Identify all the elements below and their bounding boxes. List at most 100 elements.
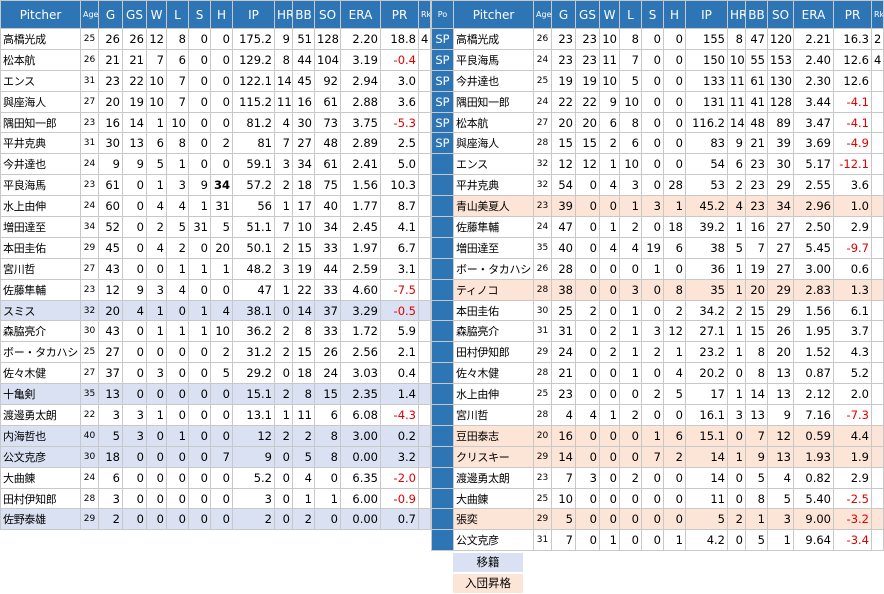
cell: 20 <box>575 111 600 134</box>
cell: 0 <box>641 529 664 552</box>
cell: 5 <box>166 216 189 238</box>
cell: 2 <box>292 508 315 531</box>
cell: 4.3 <box>833 341 872 364</box>
row: 大曲錬 25 10 0 0 0 0 0 11 0 8 5 5.40 -2.5 <box>431 487 884 510</box>
cell: 18 <box>292 174 315 197</box>
cell: 2 <box>274 236 293 259</box>
cell: 1.95 <box>793 320 834 343</box>
cell: 3 <box>122 404 147 426</box>
cell: 27 <box>292 132 315 155</box>
cell: 2 <box>619 404 642 426</box>
cell: 0 <box>727 487 746 510</box>
cell: 5.9 <box>380 320 419 343</box>
cell <box>431 466 454 489</box>
header-cell: L <box>619 0 642 29</box>
cell: 4.4 <box>833 424 872 447</box>
cell: 0 <box>619 445 642 468</box>
cell: 6 <box>619 132 642 155</box>
cell <box>418 132 431 155</box>
cell: 2 <box>274 424 293 447</box>
cell: 0 <box>122 174 147 197</box>
cell: 51 <box>292 28 315 50</box>
cell: 10 <box>292 216 315 238</box>
cell: 9 <box>767 404 794 426</box>
cell: -12.1 <box>833 153 872 176</box>
cell: 1.93 <box>793 445 834 468</box>
cell: 60 <box>98 195 123 218</box>
row: スミス 32 20 4 1 0 1 4 38.1 0 14 37 3.29 -0.5 <box>0 299 431 322</box>
cell: 2 <box>274 383 293 406</box>
cell: 36 <box>685 257 728 280</box>
cell: 34 <box>80 216 99 238</box>
cell: 20.2 <box>685 362 728 385</box>
header-cell: Age <box>80 0 99 29</box>
cell <box>871 216 884 238</box>
cell: 23 <box>745 174 768 197</box>
row: ティノコ 28 38 0 0 3 0 8 35 1 20 29 2.83 1.3 <box>431 278 884 301</box>
cell: 13 <box>122 132 147 155</box>
header-cell: ERA <box>793 0 834 29</box>
row: 平良海馬 23 61 0 1 3 9 34 57.2 2 18 75 1.56 10.3 <box>0 174 431 197</box>
cell: 1 <box>146 320 167 343</box>
cell: 2.30 <box>793 69 834 92</box>
cell: 61 <box>745 69 768 92</box>
cell <box>431 529 454 552</box>
cell: 8 <box>745 487 768 510</box>
row: エンス 32 12 12 1 10 0 0 54 6 23 30 5.17 -12.1 <box>431 153 884 176</box>
cell: 水上由伸 <box>0 195 81 218</box>
cell: 128 <box>767 90 794 113</box>
cell: 19 <box>745 257 768 280</box>
cell: 1 <box>641 424 664 447</box>
cell: 0 <box>122 257 147 280</box>
cell: 23 <box>551 28 576 50</box>
cell: 15 <box>314 383 341 406</box>
cell: 0 <box>641 132 664 155</box>
cell: 130 <box>767 69 794 92</box>
cell: 1 <box>727 216 746 238</box>
cell: 0 <box>210 69 233 92</box>
cell: 61 <box>314 90 341 113</box>
row: SP 隅田知一郎 24 22 22 9 10 0 0 131 11 41 128 3.44 -4.1 <box>431 90 884 113</box>
header-cell: Rk <box>871 0 884 29</box>
cell: 11 <box>727 69 746 92</box>
cell: 5 <box>663 383 686 406</box>
cell: 0 <box>641 487 664 510</box>
cell: 5.17 <box>793 153 834 176</box>
cell: 54 <box>551 174 576 197</box>
cell: 平良海馬 <box>0 174 81 197</box>
cell: 5 <box>551 508 576 531</box>
cell: 2.1 <box>380 341 419 364</box>
cell: 1.77 <box>340 195 381 218</box>
cell: 30 <box>533 299 552 322</box>
cell: 1 <box>727 383 746 406</box>
cell: 24 <box>80 153 99 176</box>
cell: 7 <box>745 424 768 447</box>
cell: 23 <box>551 48 576 71</box>
cell: 26 <box>98 28 123 50</box>
cell: 26 <box>533 28 552 50</box>
cell: 1 <box>314 487 341 510</box>
cell: 30 <box>767 153 794 176</box>
cell: 1 <box>619 362 642 385</box>
cell: 本田圭佑 <box>0 236 81 259</box>
cell: -4.9 <box>833 132 872 155</box>
cell: 0 <box>210 508 233 531</box>
cell: 55 <box>745 48 768 71</box>
cell: 4 <box>166 278 189 301</box>
cell: 0 <box>210 383 233 406</box>
cell: 31 <box>551 320 576 343</box>
cell: 10 <box>210 320 233 343</box>
cell <box>871 132 884 155</box>
row: SP 高橋光成 26 23 23 10 8 0 0 155 8 47 120 2.21 16.3 2 <box>431 28 884 50</box>
cell: 0 <box>575 424 600 447</box>
cell: 0 <box>575 487 600 510</box>
cell: 15 <box>745 320 768 343</box>
cell: 水上由伸 <box>453 383 534 406</box>
cell: 1 <box>619 320 642 343</box>
row: 増田達至 34 52 0 2 5 31 5 51.1 7 10 34 2.45 4.1 <box>0 216 431 238</box>
cell: 増田達至 <box>0 216 81 238</box>
cell: 渡邊勇太朗 <box>453 466 534 489</box>
cell: 23 <box>533 195 552 218</box>
cell: 0 <box>575 320 600 343</box>
cell: 30 <box>80 445 99 468</box>
